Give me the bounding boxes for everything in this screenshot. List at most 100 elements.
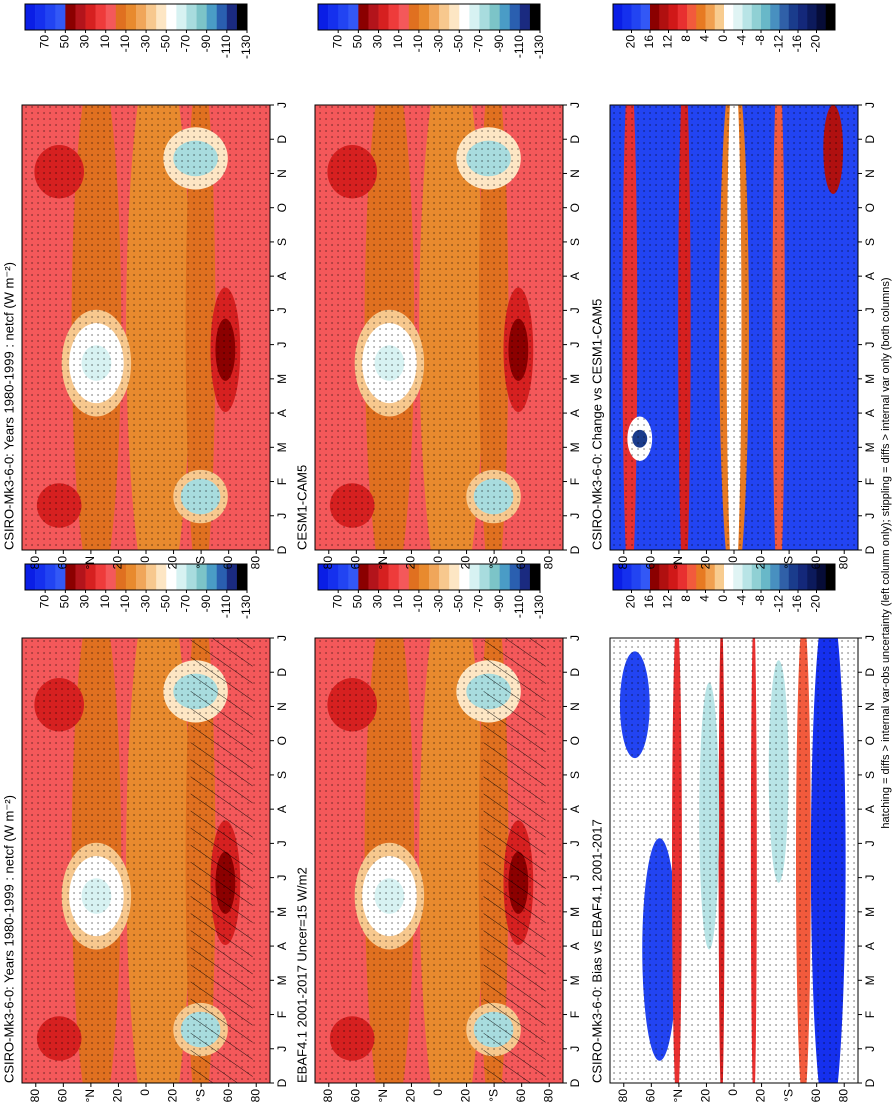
colorbar-segment bbox=[479, 564, 490, 590]
colorbar-segment bbox=[429, 4, 440, 30]
y-tick-label: 80 bbox=[616, 556, 630, 570]
colorbar-label: -90 bbox=[199, 35, 213, 53]
colorbar-segment bbox=[125, 4, 137, 30]
x-tick-label: O bbox=[275, 203, 289, 212]
x-tick-label: M bbox=[568, 907, 582, 917]
colorbar-segment bbox=[328, 564, 339, 590]
colorbar-segment bbox=[105, 564, 117, 590]
colorbar-label: -110 bbox=[512, 35, 526, 58]
colorbar-segment bbox=[206, 4, 218, 30]
colorbar-segment bbox=[761, 564, 771, 590]
colorbar-segment bbox=[429, 564, 440, 590]
colorbar-segment bbox=[788, 4, 799, 30]
x-tick-label: M bbox=[275, 907, 289, 917]
colorbar-segment bbox=[668, 564, 679, 590]
colorbar-label: -110 bbox=[219, 595, 233, 618]
colorbar-segment bbox=[95, 4, 107, 30]
panel: CSIRO-Mk3-6-0: Years 1980-1999 : netcf (… bbox=[1, 3, 289, 570]
x-tick-label: F bbox=[568, 1011, 582, 1018]
y-tick-label: °S bbox=[193, 1089, 207, 1102]
colorbar-segment bbox=[166, 4, 177, 30]
y-tick-label: 80 bbox=[541, 1089, 555, 1103]
x-tick-label: M bbox=[275, 442, 289, 452]
colorbar-segment bbox=[156, 564, 167, 590]
colorbar-label: 30 bbox=[371, 595, 385, 609]
y-tick-label: 80 bbox=[321, 1089, 335, 1103]
y-tick-label: 20 bbox=[699, 556, 713, 570]
colorbar-segment bbox=[509, 564, 521, 590]
x-tick-label: M bbox=[863, 442, 877, 452]
colorbar-segment bbox=[115, 4, 127, 30]
colorbar-label: -130 bbox=[239, 35, 253, 59]
colorbar-segment bbox=[115, 564, 127, 590]
x-tick-label: N bbox=[275, 169, 289, 178]
colorbar-segment bbox=[733, 564, 743, 590]
colorbar-segment bbox=[519, 564, 531, 590]
x-tick-label: D bbox=[275, 1078, 289, 1087]
y-tick-label: 0 bbox=[431, 556, 445, 563]
y-tick-label: 20 bbox=[754, 1089, 768, 1103]
x-tick-label: A bbox=[275, 272, 289, 280]
y-tick-label: 80 bbox=[248, 1089, 262, 1103]
colorbar-label: 30 bbox=[78, 595, 92, 609]
y-tick-label: 20 bbox=[459, 556, 473, 570]
colorbar-label: -90 bbox=[492, 35, 506, 53]
y-tick-label: 60 bbox=[809, 1089, 823, 1103]
y-tick-label: 80 bbox=[541, 556, 555, 570]
colorbar-segment bbox=[705, 564, 716, 590]
stippling bbox=[610, 105, 858, 550]
x-tick-label: F bbox=[275, 478, 289, 485]
x-tick-label: S bbox=[275, 771, 289, 779]
y-tick-label: 60 bbox=[221, 556, 235, 570]
colorbar-segment bbox=[85, 564, 96, 590]
colorbar-segment bbox=[439, 564, 450, 590]
y-tick-label: 80 bbox=[836, 1089, 850, 1103]
colorbar-segment bbox=[358, 4, 369, 30]
colorbar-segment bbox=[489, 564, 500, 590]
y-tick-label: 20 bbox=[404, 556, 418, 570]
colorbar-segment bbox=[186, 4, 197, 30]
x-tick-label: J bbox=[568, 342, 582, 348]
y-tick-label: 20 bbox=[166, 556, 180, 570]
y-tick-label: °S bbox=[781, 1089, 795, 1102]
colorbar-segment bbox=[418, 564, 430, 590]
colorbar-label: -50 bbox=[451, 595, 465, 613]
colorbar-segment bbox=[499, 4, 511, 30]
colorbar-segment bbox=[176, 564, 187, 590]
y-tick-label: 80 bbox=[28, 556, 42, 570]
colorbar-segment bbox=[751, 4, 762, 30]
colorbar-segment bbox=[338, 564, 349, 590]
x-tick-label: S bbox=[863, 771, 877, 779]
colorbar-segment bbox=[459, 564, 470, 590]
colorbar-segment bbox=[156, 4, 167, 30]
x-tick-label: D bbox=[568, 545, 582, 554]
field bbox=[315, 638, 563, 1083]
y-tick-label: 0 bbox=[726, 1089, 740, 1096]
colorbar-segment bbox=[226, 4, 238, 30]
colorbar-label: -50 bbox=[158, 595, 172, 613]
colorbar-segment bbox=[469, 4, 480, 30]
colorbar-segment bbox=[226, 564, 238, 590]
colorbar-label: 70 bbox=[37, 35, 51, 49]
colorbar-segment bbox=[724, 4, 734, 30]
y-tick-label: 20 bbox=[754, 556, 768, 570]
colorbar-segment bbox=[779, 4, 790, 30]
colorbar-label: -8 bbox=[753, 595, 767, 606]
colorbar-label: 12 bbox=[661, 35, 675, 49]
panel-title: CSIRO-Mk3-6-0: Bias vs EBAF4.1 2001-2017 bbox=[589, 819, 604, 1083]
colorbar-segment bbox=[696, 564, 706, 590]
colorbar-segment bbox=[509, 4, 521, 30]
colorbar-segment bbox=[45, 564, 56, 590]
x-tick-label: J bbox=[568, 635, 582, 641]
x-tick-label: J bbox=[275, 342, 289, 348]
x-tick-label: J bbox=[568, 513, 582, 519]
x-tick-label: J bbox=[863, 1046, 877, 1052]
colorbar-label: -70 bbox=[179, 595, 193, 613]
x-tick-label: F bbox=[863, 1011, 877, 1018]
colorbar-label: 70 bbox=[37, 595, 51, 609]
colorbar-segment bbox=[677, 4, 688, 30]
colorbar-frame bbox=[24, 3, 248, 31]
colorbar-segment bbox=[75, 4, 86, 30]
colorbar-segment bbox=[668, 4, 679, 30]
colorbar-label: -12 bbox=[772, 595, 786, 613]
